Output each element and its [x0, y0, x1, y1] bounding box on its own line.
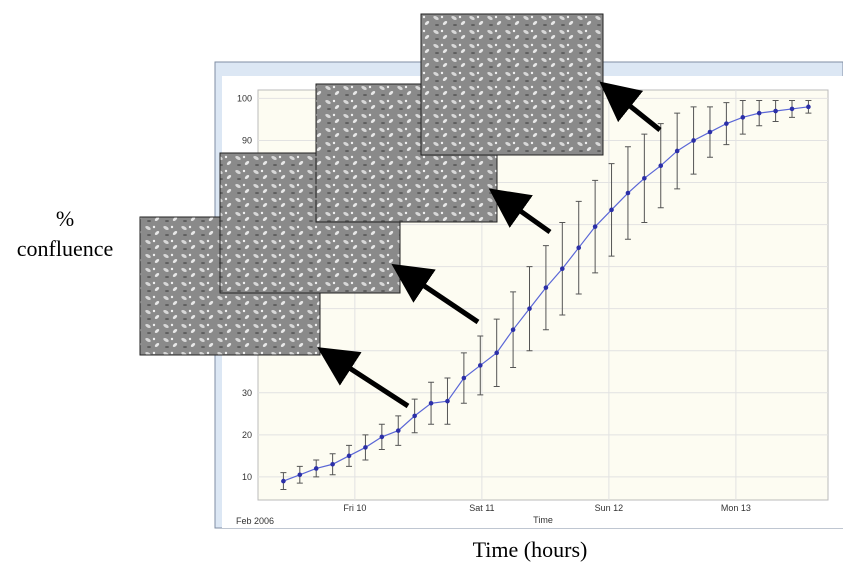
data-point: [527, 306, 532, 311]
data-point: [395, 428, 401, 433]
data-point: [313, 466, 319, 471]
data-point: [642, 176, 647, 181]
data-point: [281, 478, 286, 484]
y-label: %: [56, 206, 74, 231]
data-point: [592, 224, 598, 229]
x-tick-label: Fri 10: [343, 503, 366, 513]
data-point: [412, 413, 417, 419]
data-point: [658, 163, 664, 168]
data-point: [510, 327, 516, 332]
data-point: [806, 104, 811, 110]
x-label: Time (hours): [473, 537, 588, 562]
arrow: [488, 188, 552, 235]
data-point: [674, 148, 680, 154]
data-point: [691, 138, 696, 143]
data-point: [724, 121, 729, 126]
date-note: Feb 2006: [236, 516, 274, 526]
y-tick-label: 30: [242, 388, 252, 398]
y-tick-label: 100: [237, 93, 252, 103]
data-point: [543, 285, 549, 290]
data-point: [494, 350, 499, 356]
data-point: [428, 400, 434, 406]
x-tick-label: Sat 11: [469, 503, 494, 513]
y-tick-label: 90: [242, 135, 252, 145]
axis-title: Time: [533, 515, 553, 525]
data-point: [297, 472, 303, 478]
data-point: [576, 245, 582, 250]
data-point: [330, 461, 335, 467]
data-point: [609, 207, 614, 213]
data-point: [756, 110, 762, 116]
data-point: [740, 115, 746, 120]
x-tick-label: Sun 12: [595, 503, 624, 513]
arrow: [599, 81, 662, 132]
data-point: [363, 445, 368, 450]
data-point: [445, 398, 450, 404]
y-tick-label: 20: [242, 430, 252, 440]
data-point: [477, 363, 483, 368]
micrographs: [139, 13, 604, 356]
arrow: [391, 263, 480, 325]
arrow: [317, 347, 410, 409]
x-tick-label: Mon 13: [721, 503, 751, 513]
micrograph: [420, 13, 604, 156]
data-point: [560, 266, 565, 272]
data-point: [625, 190, 631, 196]
data-point: [707, 129, 713, 135]
arrows: [317, 81, 662, 409]
data-point: [461, 375, 467, 381]
data-point: [379, 434, 385, 440]
y-tick-label: 10: [242, 472, 252, 482]
data-point: [773, 108, 778, 114]
data-point: [789, 106, 795, 112]
data-point: [346, 453, 352, 459]
y-label: confluence: [17, 236, 114, 261]
